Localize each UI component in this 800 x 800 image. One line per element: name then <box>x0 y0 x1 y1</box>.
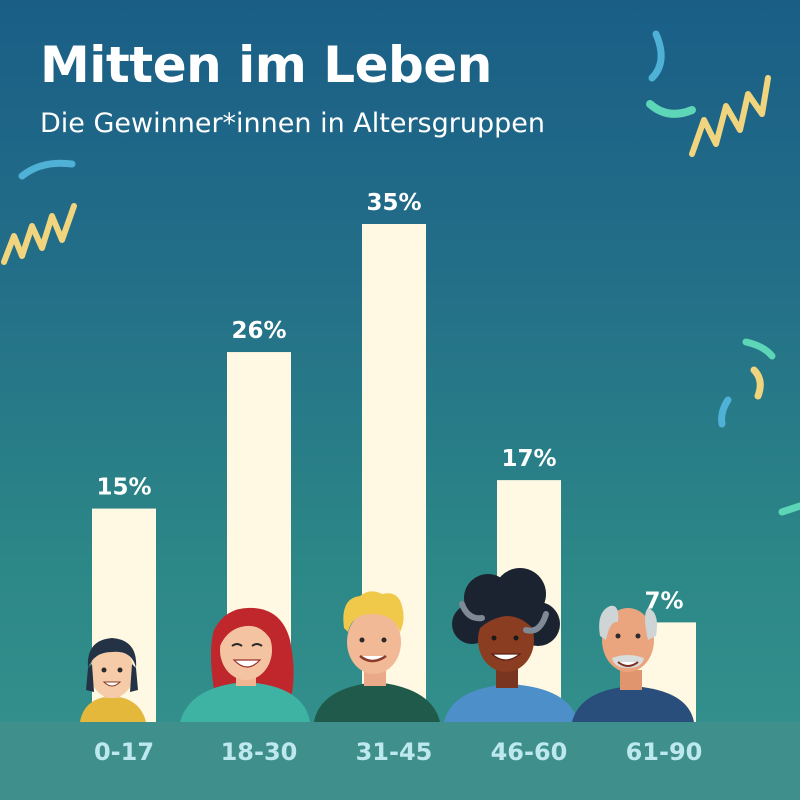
confetti-yellow-zigzag <box>689 75 771 157</box>
curly-hair-woman-face-icon <box>444 568 578 722</box>
category-label: 61-90 <box>626 738 703 766</box>
confetti-teal-hook <box>648 30 665 82</box>
confetti-teal-arc <box>646 100 696 118</box>
category-label: 18-30 <box>221 738 298 766</box>
child-face-icon <box>80 638 146 722</box>
confetti-blue-arc <box>18 159 76 180</box>
people-illustrations <box>80 568 694 722</box>
category-label: 46-60 <box>491 738 568 766</box>
category-band <box>0 722 800 800</box>
category-label: 0-17 <box>94 738 154 766</box>
young-woman-face-icon <box>180 607 310 722</box>
confetti-blue-hook <box>718 396 732 428</box>
bar-value-label: 17% <box>501 446 556 472</box>
confetti-yellow-zigzag <box>1 203 77 265</box>
confetti-yellow-hook <box>750 366 764 400</box>
category-labels: 0-17 18-30 31-45 46-60 61-90 <box>94 738 702 766</box>
bar-value-label: 26% <box>231 318 286 344</box>
senior-man-face-icon <box>572 605 694 722</box>
chart-subtitle: Die Gewinner*innen in Altersgruppen <box>40 108 545 139</box>
confetti-teal-arc <box>742 338 776 360</box>
confetti-teal-dash <box>778 502 800 516</box>
bar-value-label: 15% <box>96 475 151 501</box>
young-man-face-icon <box>314 591 440 722</box>
bar-value-label: 35% <box>366 190 421 216</box>
chart-title: Mitten im Leben <box>40 36 492 94</box>
category-label: 31-45 <box>356 738 433 766</box>
